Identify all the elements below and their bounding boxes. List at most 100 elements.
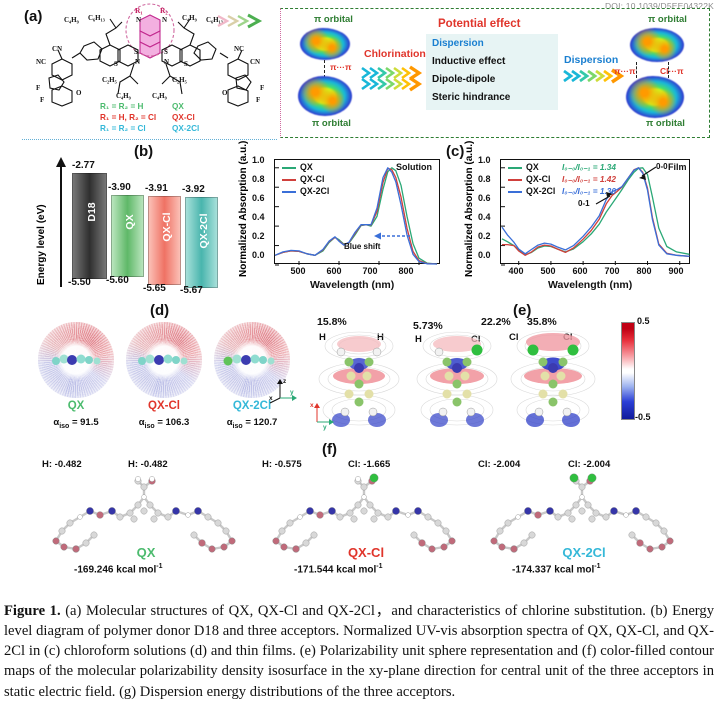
film-spectra-curves <box>501 167 690 266</box>
svg-text:N: N <box>164 58 169 66</box>
svg-text:C₄H₉: C₄H₉ <box>116 92 131 100</box>
dispersion-pct-2: 22.2% <box>481 316 511 328</box>
molecule-3d-qx <box>52 476 236 553</box>
colorbar-max-label: 0.5 <box>637 316 650 326</box>
solution-ytick-5: 1.0 <box>252 155 265 165</box>
molecule-core-qxcl <box>138 354 188 365</box>
dispersion-arrow-icon <box>563 68 625 84</box>
panel-a-label: (a) <box>24 8 43 25</box>
panel-f: (f) H: -0.482 H: -0.482 QX -169.246 kcal… <box>30 441 708 596</box>
svg-text:S: S <box>114 60 118 68</box>
energy-label-qxcl: -171.544 kcal mol-1 <box>294 563 383 575</box>
atom-label-0-0: H <box>319 332 326 343</box>
molecule-3d-qx2cl <box>490 473 674 553</box>
energy-bar-qx: QX <box>111 195 144 277</box>
svg-text:N: N <box>135 58 140 66</box>
energy-value-qx: -169.246 kcal mol <box>74 564 157 576</box>
homo-value-qxcl: -5.65 <box>143 283 166 294</box>
charge-label-qxcl-0: H: -0.575 <box>262 459 302 470</box>
energy-value-qxcl: -171.544 kcal mol <box>294 564 377 576</box>
film-legend-swatch-0 <box>508 167 522 169</box>
charge-label-qx2cl-0: Cl: -2.004 <box>478 459 521 470</box>
panel-a-structures <box>22 6 277 140</box>
svg-text:C₄H₉: C₄H₉ <box>182 14 197 22</box>
film-annotation-0-1: 0-1 <box>578 199 590 208</box>
svg-text:NC: NC <box>234 45 244 53</box>
solution-ytick-1: 0.2 <box>252 231 265 241</box>
alpha-iso-qxcl: αiso = 106.3 <box>120 417 208 430</box>
solution-xtick-1: 600 <box>326 266 342 276</box>
film-xtick-2: 600 <box>572 266 588 276</box>
energy-bar-label-d18: D18 <box>86 202 98 222</box>
energy-unit-sup-qx: -1 <box>156 563 163 570</box>
solution-legend-label-0: QX <box>300 162 313 172</box>
potential-effect-item-2: Dipole-dipole <box>432 74 496 85</box>
lumo-value-qxcl: -3.91 <box>145 183 168 194</box>
solution-xtick-2: 700 <box>362 266 378 276</box>
solution-ytick-4: 0.8 <box>252 174 265 184</box>
pi-stack-dashline-right <box>636 62 637 78</box>
energy-axis-arrow-icon <box>56 157 66 167</box>
film-xtick-0: 400 <box>508 266 524 276</box>
sphere-label-qx2cl: QX-2Cl <box>232 400 272 412</box>
panel-e-label: (e) <box>513 302 532 319</box>
solution-legend-label-2: QX-2Cl <box>300 186 330 196</box>
panel-a: (a) <box>22 3 710 140</box>
panel-b-ylabel: Energy level (eV) <box>36 204 47 285</box>
solution-ylabel: Normalized Absorption (a.u.) <box>238 140 249 277</box>
r-group-legend: R₁ = R₂ = H QX R₁ = H, R₂ = Cl QX-Cl R₁ = … <box>100 102 199 134</box>
alpha-sub-qx: iso <box>59 422 70 430</box>
pi-orbital-blob-bottom-right <box>626 76 684 118</box>
pi-orbital-label-top-right: π orbital <box>648 14 687 25</box>
chlorination-label: Chlorination <box>364 48 426 60</box>
film-ylabel: Normalized Absorption (a.u.) <box>464 140 475 277</box>
alpha-symbol-qx: α <box>53 417 60 428</box>
film-0-0-pointer-icon <box>639 166 657 180</box>
alpha-sub-qx2cl: iso <box>232 422 243 430</box>
charge-label-qx2cl-1: Cl: -2.004 <box>568 459 611 470</box>
svg-text:S: S <box>164 48 168 56</box>
svg-text:y: y <box>323 424 327 431</box>
blue-shift-arrow-icon <box>374 232 410 240</box>
svg-text:R₁: R₁ <box>135 6 143 15</box>
r-group-condition-2: R₁ = R₂ = Cl <box>100 123 146 133</box>
cl-pi-label-right: Cl···π <box>660 66 684 76</box>
panel-d: (d) QX αiso = 91.5 QX-Cl αiso = 106.3 QX… <box>30 302 300 437</box>
solution-spectra-curves <box>274 167 438 266</box>
axes-indicator-d: z y x <box>269 378 297 404</box>
energy-label-qx2cl: -174.337 kcal mol-1 <box>512 563 601 575</box>
svg-text:C₄H₉: C₄H₉ <box>64 16 79 24</box>
energy-unit-sup-qx2cl: -1 <box>594 563 601 570</box>
solution-legend-swatch-0 <box>282 167 296 169</box>
energy-bar-d18: D18 <box>72 173 107 279</box>
film-legend-label-2: QX-2Cl <box>526 186 556 196</box>
colorbar-min-label: -0.5 <box>635 412 651 422</box>
svg-text:S: S <box>184 60 188 68</box>
charge-label-qxcl-1: Cl: -1.665 <box>348 459 391 470</box>
svg-text:F: F <box>36 84 40 92</box>
svg-text:R₂: R₂ <box>160 6 168 15</box>
pi-orbital-blob-top-right <box>630 28 684 62</box>
charge-label-qx-1: H: -0.482 <box>128 459 168 470</box>
contour-map-qxcl <box>416 331 498 427</box>
panel-e: (e) 15.8% H H <box>305 302 708 437</box>
molecule-3d-qxcl <box>272 473 456 553</box>
svg-text:F: F <box>256 96 260 104</box>
potential-effect-item-1: Inductive effect <box>432 56 506 67</box>
alpha-symbol-qx2cl: α <box>226 417 233 428</box>
svg-text:C₆H₁₃: C₆H₁₃ <box>206 16 223 24</box>
svg-text:C₂H₅: C₂H₅ <box>102 76 117 84</box>
solution-ytick-3: 0.6 <box>252 193 265 203</box>
svg-text:NC: NC <box>36 58 46 66</box>
panel-f-label: (f) <box>322 441 337 458</box>
film-ytick-1: 0.2 <box>478 231 491 241</box>
film-plot-area <box>500 159 690 266</box>
atom-label-3-0: Cl <box>509 332 519 343</box>
figure-caption-text: (a) Molecular structures of QX, QX-Cl an… <box>4 603 714 700</box>
colorbar <box>621 322 635 420</box>
potential-effect-item-3: Steric hindrance <box>432 92 511 103</box>
lumo-value-qx2cl: -3.92 <box>182 184 205 195</box>
film-ratio-2: I₀₋₀/I₀₋₁ = 1.30 <box>562 186 617 196</box>
film-xtick-5: 900 <box>668 266 684 276</box>
svg-text:C₆H₁₃: C₆H₁₃ <box>88 14 105 22</box>
